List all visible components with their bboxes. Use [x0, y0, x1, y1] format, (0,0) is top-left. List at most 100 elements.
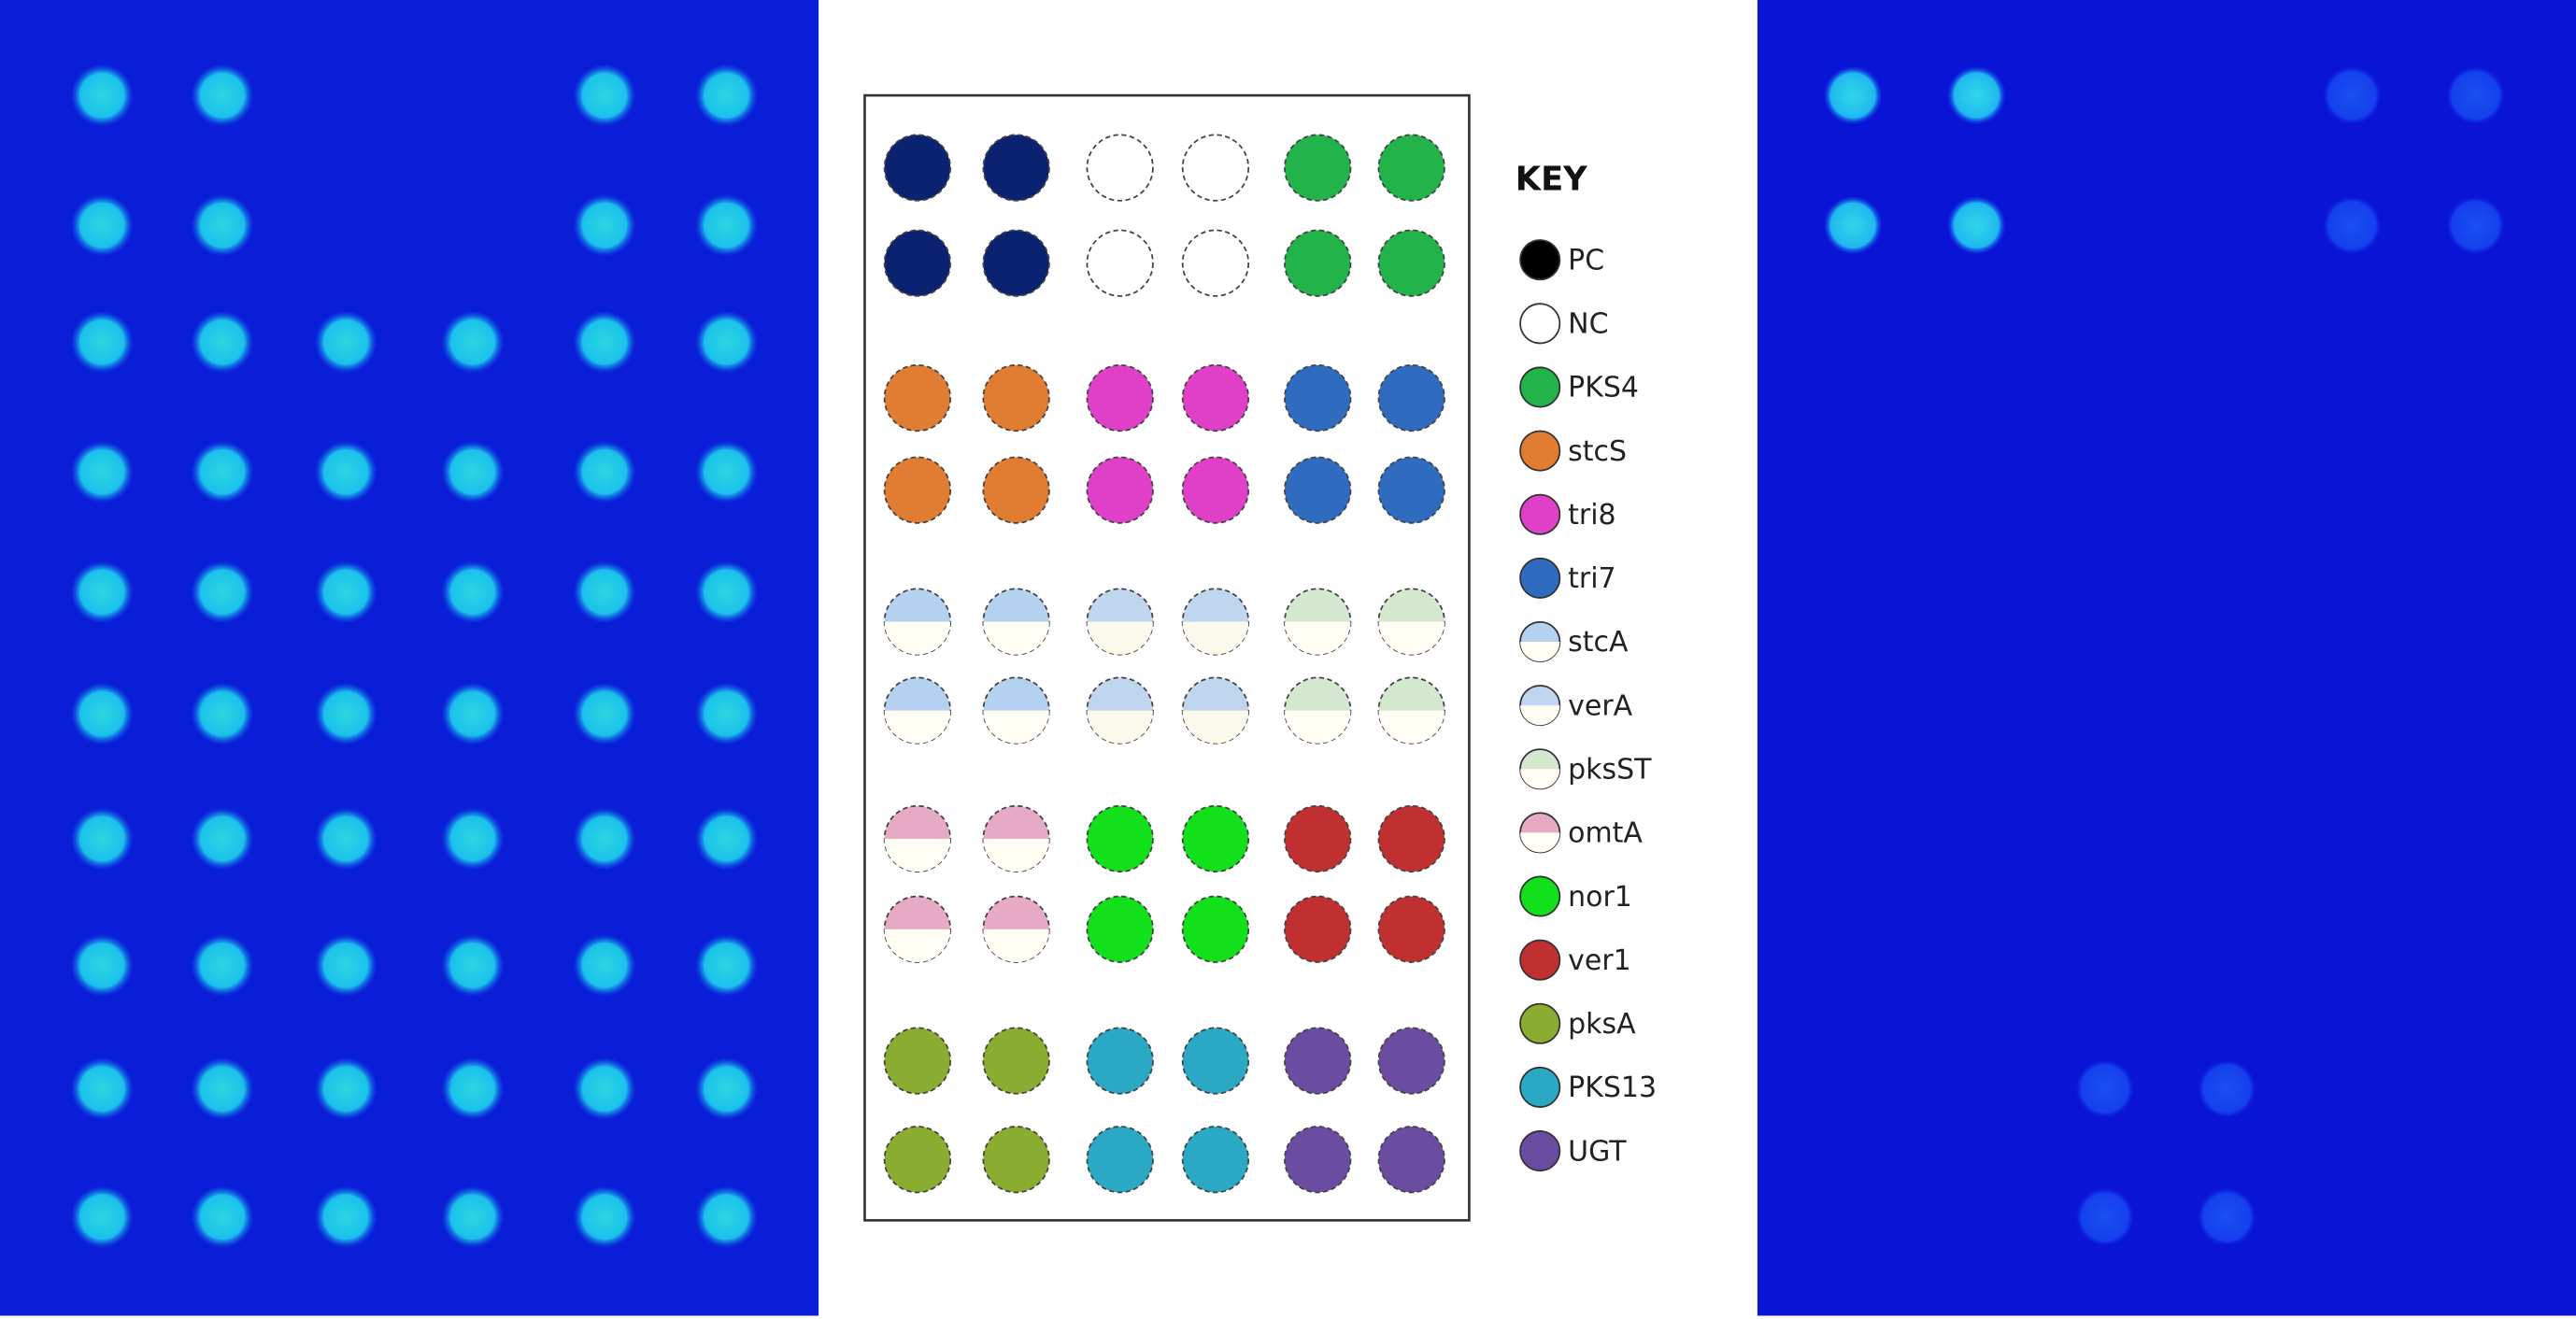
dot — [1086, 363, 1154, 433]
spot — [191, 193, 254, 257]
key-swatch — [1519, 1002, 1561, 1044]
spot — [191, 560, 254, 624]
spot — [70, 560, 134, 624]
key-label: pksA — [1568, 1008, 1636, 1041]
spot — [191, 934, 254, 997]
spot — [441, 560, 505, 624]
spot — [441, 682, 505, 745]
key-swatch — [1519, 1130, 1561, 1172]
dot — [883, 1126, 952, 1194]
dot — [1086, 804, 1154, 872]
spot — [191, 807, 254, 871]
dot-half — [1087, 710, 1153, 744]
dot — [883, 134, 952, 202]
spot — [573, 682, 636, 745]
key-label: tri8 — [1568, 499, 1615, 532]
key-label: NC — [1568, 308, 1608, 341]
dot-half — [983, 838, 1049, 872]
key-swatch — [1519, 939, 1561, 981]
left-array — [0, 0, 819, 1316]
key-swatch — [1519, 1066, 1561, 1108]
spot — [191, 682, 254, 745]
dot — [1181, 456, 1250, 524]
spot — [70, 193, 134, 257]
spot — [2322, 65, 2382, 125]
dot — [1377, 895, 1445, 963]
dot — [883, 229, 952, 297]
spot — [694, 440, 758, 503]
key-swatch-half — [1520, 705, 1560, 726]
spot — [2075, 1058, 2135, 1119]
dot-half — [884, 838, 951, 872]
dot-half — [983, 929, 1049, 962]
dot — [982, 456, 1050, 524]
spot — [70, 64, 134, 127]
spot — [573, 560, 636, 624]
key-label: PKS4 — [1568, 372, 1639, 404]
dot-half — [983, 710, 1049, 744]
spot — [1823, 195, 1883, 255]
dot-half — [1182, 621, 1249, 655]
spot — [314, 682, 377, 745]
spot — [694, 64, 758, 127]
spot — [191, 310, 254, 374]
spot — [441, 440, 505, 503]
spot — [573, 64, 636, 127]
dot — [1377, 363, 1445, 433]
spot — [694, 1185, 758, 1249]
dot — [883, 456, 952, 524]
spot — [70, 310, 134, 374]
key-title: KEY — [1516, 161, 1587, 199]
key-swatch — [1519, 557, 1561, 599]
dot — [1181, 134, 1250, 202]
key-swatch — [1519, 366, 1561, 408]
dot — [982, 1126, 1050, 1194]
dot — [1086, 134, 1154, 202]
key-label: UGT — [1568, 1135, 1627, 1168]
key-label: omtA — [1568, 817, 1643, 850]
spot — [441, 934, 505, 997]
dot — [1181, 229, 1250, 297]
dot-half — [1284, 621, 1351, 655]
dot — [1284, 804, 1352, 872]
dot — [1181, 804, 1250, 872]
dot — [1284, 1126, 1352, 1194]
spot — [694, 1057, 758, 1120]
spot — [2322, 195, 2382, 255]
spot — [314, 807, 377, 871]
dot-half — [1087, 621, 1153, 655]
dot — [982, 363, 1050, 433]
key-label: pksST — [1568, 754, 1652, 787]
dot — [982, 1027, 1050, 1095]
spot — [1823, 65, 1883, 125]
spot — [694, 682, 758, 745]
spot — [2197, 1187, 2257, 1247]
dot-half — [1378, 710, 1445, 744]
key-label: verA — [1568, 689, 1632, 722]
spot — [1946, 195, 2007, 255]
key-swatch — [1519, 239, 1561, 281]
spot — [70, 440, 134, 503]
spot — [70, 1185, 134, 1249]
key-label: PC — [1568, 244, 1604, 277]
dot — [1086, 895, 1154, 963]
spot — [573, 1057, 636, 1120]
key-swatch — [1519, 430, 1561, 472]
spot — [694, 934, 758, 997]
spot — [694, 807, 758, 871]
dot — [1284, 363, 1352, 433]
dot — [982, 134, 1050, 202]
spot — [70, 682, 134, 745]
right-array — [1757, 0, 2576, 1316]
dot — [1377, 1126, 1445, 1194]
key-swatch — [1519, 303, 1561, 345]
dot — [1284, 134, 1352, 202]
dot-half — [983, 621, 1049, 655]
dot-half — [884, 621, 951, 655]
spot — [70, 1057, 134, 1120]
dot — [1181, 1126, 1250, 1194]
dot-half — [884, 710, 951, 744]
key-swatch-half — [1520, 832, 1560, 853]
dot — [1284, 229, 1352, 297]
